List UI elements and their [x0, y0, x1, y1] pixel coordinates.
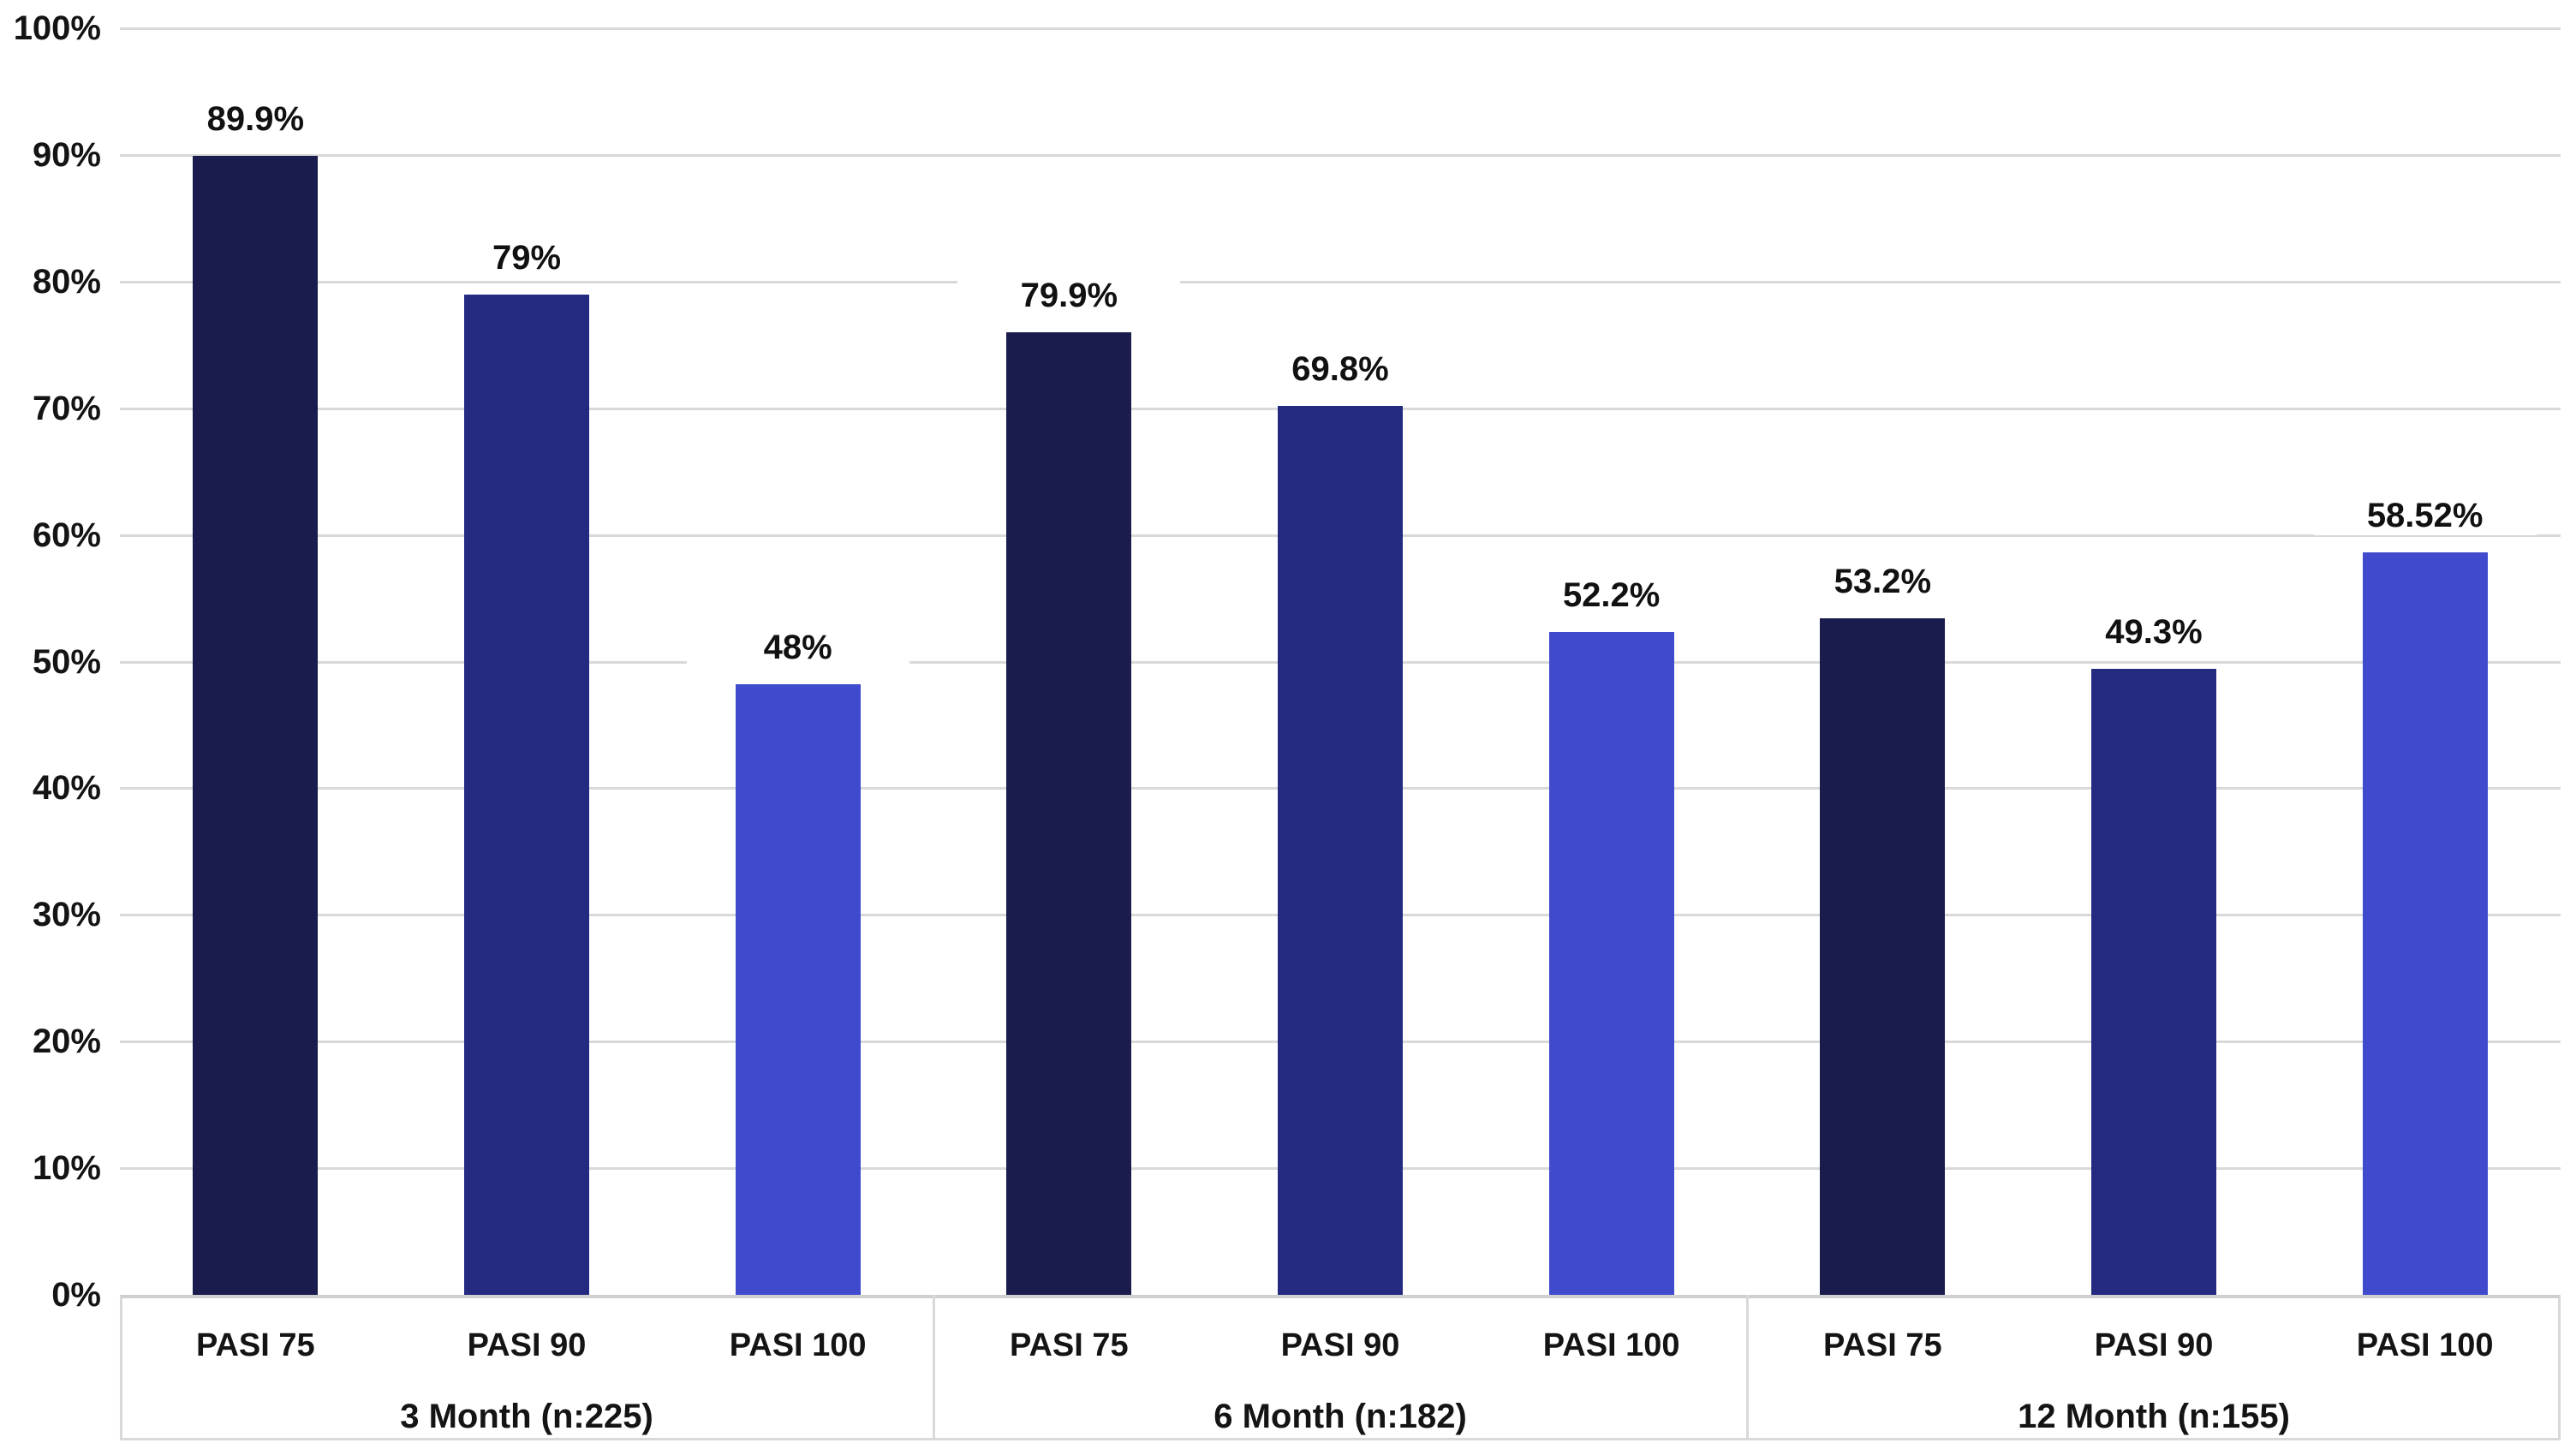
- y-axis-tick-label: 40%: [32, 769, 101, 808]
- x-axis-series-label: PASI 90: [467, 1327, 587, 1363]
- bar-value-label: 69.8%: [1229, 349, 1452, 389]
- bar-pasi75-3month: [193, 156, 319, 1295]
- bar-value-label: 79.9%: [957, 275, 1181, 315]
- x-axis-group-divider: [933, 1295, 935, 1440]
- bar-value-label: 48%: [686, 628, 909, 668]
- y-axis-tick-label: 20%: [32, 1023, 101, 1061]
- y-axis-tick-label: 90%: [32, 135, 101, 174]
- x-axis-frame: [120, 1295, 2561, 1440]
- bar-pasi100-3month: [735, 684, 861, 1295]
- x-axis-group-label: 6 Month (n:182): [1213, 1398, 1467, 1435]
- bar-value-label: 53.2%: [1771, 562, 1995, 602]
- y-axis-tick-label: 70%: [32, 389, 101, 427]
- x-axis-series-label: PASI 75: [1822, 1327, 1942, 1363]
- bar-pasi75-12month: [1820, 618, 1946, 1295]
- x-axis-series-label: PASI 90: [2094, 1327, 2214, 1363]
- gridline-80%: [120, 280, 2561, 283]
- x-axis-series-label: PASI 100: [1542, 1327, 1680, 1363]
- x-axis-series-label: PASI 90: [1280, 1327, 1400, 1363]
- bar-value-label: 52.2%: [1500, 575, 1723, 616]
- bar-value-label: 79%: [415, 237, 638, 277]
- bar-pasi90-3month: [464, 294, 589, 1295]
- bar-pasi100-12month: [2362, 552, 2488, 1295]
- gridline-90%: [120, 153, 2561, 157]
- y-axis-tick-label: 100%: [13, 9, 101, 47]
- x-axis-series-label: PASI 100: [2356, 1327, 2494, 1363]
- bar-pasi90-12month: [2091, 669, 2216, 1295]
- bar-value-label: 49.3%: [2042, 612, 2265, 653]
- gridline-100%: [120, 27, 2561, 30]
- y-axis-tick-label: 30%: [32, 896, 101, 934]
- y-axis-tick-label: 0%: [51, 1276, 101, 1314]
- bar-pasi90-6month: [1278, 405, 1403, 1295]
- x-axis-series-label: PASI 75: [195, 1327, 315, 1363]
- x-axis-group-divider: [1746, 1295, 1749, 1440]
- bar-value-label: 89.9%: [144, 99, 367, 140]
- x-axis-group-label: 12 Month (n:155): [2018, 1398, 2290, 1435]
- x-axis-group-label: 3 Month (n:225): [400, 1398, 653, 1435]
- bar-pasi100-6month: [1548, 632, 1674, 1295]
- y-axis-tick-label: 80%: [32, 262, 101, 301]
- y-axis-tick-label: 10%: [32, 1149, 101, 1188]
- x-axis-series-label: PASI 75: [1009, 1327, 1129, 1363]
- y-axis-tick-label: 50%: [32, 642, 101, 681]
- bar-value-label: 58.52%: [2313, 496, 2537, 536]
- bar-pasi75-6month: [1006, 331, 1132, 1295]
- x-axis-series-label: PASI 100: [729, 1327, 867, 1363]
- y-axis-tick-label: 60%: [32, 516, 101, 554]
